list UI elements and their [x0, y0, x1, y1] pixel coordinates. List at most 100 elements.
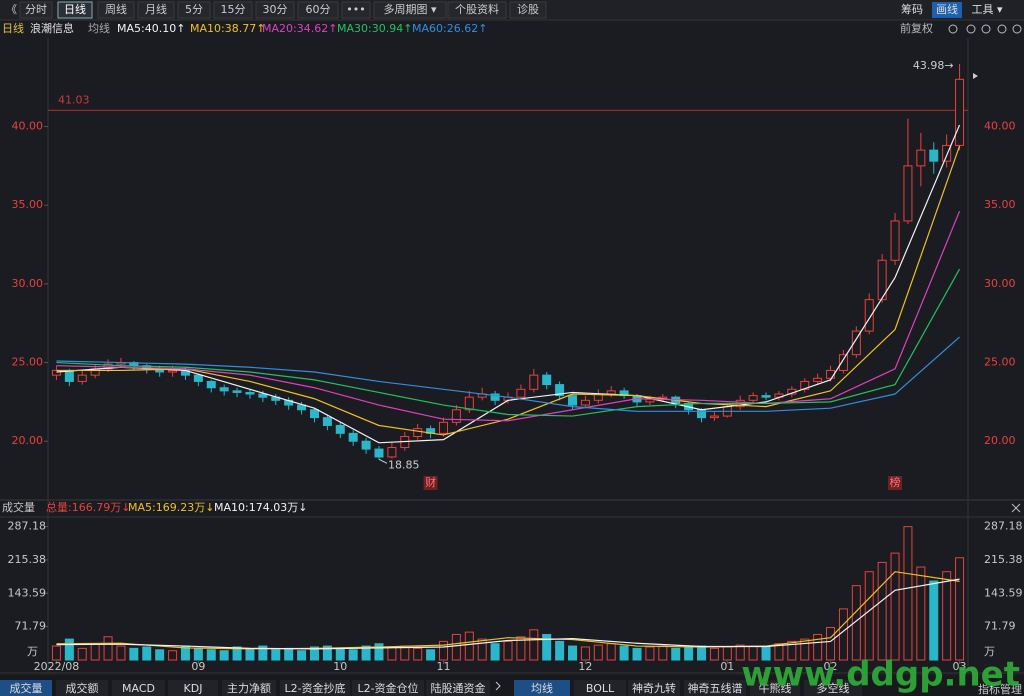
- tab[interactable]: [804, 680, 862, 696]
- toolbar-label[interactable]: 多周期图 ▾: [383, 2, 436, 16]
- tab[interactable]: [222, 680, 276, 696]
- tab-label[interactable]: 陆股通资金: [431, 681, 486, 695]
- volume-bar: [516, 636, 526, 661]
- toolbar-label[interactable]: 月线: [145, 2, 167, 16]
- tab-label[interactable]: 成交量: [10, 681, 43, 695]
- reference-label: 41.03: [58, 93, 90, 106]
- tab[interactable]: [750, 680, 800, 696]
- volume-bar: [580, 646, 590, 661]
- volume-bar: [477, 638, 487, 661]
- y-tick-label: 20.00: [984, 434, 1016, 447]
- x-tick-label: 11: [436, 660, 450, 673]
- tab[interactable]: [426, 680, 490, 696]
- toolbar-label[interactable]: 30分: [263, 3, 288, 16]
- toolbar-button[interactable]: [373, 1, 447, 19]
- volume-bar: [877, 561, 887, 661]
- volume-bar: [671, 647, 681, 661]
- toolbar-button[interactable]: [19, 1, 53, 19]
- volume-bar: [374, 643, 384, 661]
- tab[interactable]: [352, 680, 424, 696]
- tab-label[interactable]: 多空线: [817, 681, 850, 695]
- tab[interactable]: [684, 680, 746, 696]
- candle-body: [193, 374, 203, 382]
- toolbar-label[interactable]: 15分: [221, 3, 246, 16]
- back-button[interactable]: 《: [6, 3, 17, 16]
- x-tick-label: 10: [333, 660, 347, 673]
- tab[interactable]: [280, 680, 350, 696]
- toolbar-button[interactable]: [447, 1, 507, 19]
- volume-bar: [503, 640, 513, 661]
- event-marker-label[interactable]: 榜: [890, 475, 901, 489]
- tab[interactable]: [574, 680, 626, 696]
- toolbar-label[interactable]: 分时: [25, 3, 47, 16]
- toolbar-button[interactable]: [137, 1, 175, 19]
- candle-body: [529, 374, 539, 390]
- toolbar-label[interactable]: 日线: [64, 2, 86, 16]
- candle-body: [464, 396, 474, 411]
- tab-label[interactable]: 神奇九转: [632, 681, 676, 695]
- volume-bar: [787, 640, 797, 661]
- toolbar-label[interactable]: 筹码: [901, 2, 923, 16]
- tab[interactable]: [168, 680, 218, 696]
- toolbar-button[interactable]: [932, 2, 962, 18]
- volume-bar: [838, 608, 848, 661]
- volume-bar: [245, 647, 255, 661]
- legend-entry: MA5:40.10↑: [117, 22, 185, 35]
- tab-label[interactable]: MACD: [122, 682, 155, 695]
- candle-body: [232, 390, 242, 393]
- legend-entry: MA20:34.62↑: [262, 22, 337, 35]
- y-tick-label: 30.00: [12, 277, 44, 290]
- tab-label[interactable]: L2-资金仓位: [357, 681, 418, 695]
- candle-body: [206, 380, 216, 389]
- toolbar-button[interactable]: [57, 1, 93, 19]
- event-marker-label[interactable]: 财: [425, 475, 436, 489]
- toolbar-label[interactable]: •••: [346, 3, 365, 16]
- toolbar-label[interactable]: 工具 ▾: [971, 3, 1002, 16]
- toolbar-label[interactable]: 个股资料: [455, 2, 499, 16]
- tab[interactable]: [112, 680, 165, 696]
- event-marker[interactable]: [423, 476, 438, 490]
- x-tick-label: 12: [578, 660, 592, 673]
- toolbar-button[interactable]: [213, 1, 253, 19]
- volume-bar: [206, 649, 216, 661]
- toolbar-button[interactable]: [255, 1, 295, 19]
- tab-label[interactable]: 牛熊线: [759, 681, 792, 695]
- toolbar-label[interactable]: 画线: [936, 2, 958, 16]
- tab-label[interactable]: 均线: [531, 681, 553, 695]
- toolbar-label[interactable]: 60分: [306, 3, 331, 16]
- watermark: www.ddgp.net: [741, 655, 1020, 695]
- volume-bar: [309, 646, 319, 661]
- candle-body: [916, 149, 926, 167]
- tab-label[interactable]: 主力净额: [227, 681, 271, 695]
- candle-body: [297, 404, 307, 411]
- tab-label[interactable]: BOLL: [586, 682, 615, 695]
- event-marker[interactable]: [888, 476, 903, 490]
- tab-manage[interactable]: 指标管理: [978, 682, 1022, 696]
- toolbar-label[interactable]: 5分: [185, 3, 203, 16]
- tab[interactable]: [514, 680, 570, 696]
- x-tick-label: 09: [191, 660, 205, 673]
- volume-bar: [645, 646, 655, 661]
- candle-body: [955, 78, 965, 146]
- tab-label[interactable]: 神奇五线谱: [688, 681, 743, 695]
- y-tick-label: 71.79: [15, 620, 47, 633]
- toolbar-button[interactable]: [177, 1, 211, 19]
- toolbar-label[interactable]: 诊股: [517, 2, 539, 16]
- toolbar-button[interactable]: [97, 1, 135, 19]
- toolbar-button[interactable]: [509, 1, 547, 19]
- tab-label[interactable]: L2-资金抄底: [284, 681, 345, 695]
- toolbar-button[interactable]: [297, 1, 339, 19]
- tab[interactable]: [628, 680, 680, 696]
- tab[interactable]: [56, 680, 108, 696]
- tab-label[interactable]: 成交额: [66, 681, 99, 695]
- tab-more[interactable]: [495, 681, 501, 691]
- volume-bar: [77, 647, 87, 661]
- y-tick-label: 287.18: [8, 520, 47, 533]
- tab[interactable]: [0, 680, 52, 696]
- toolbar-label[interactable]: 周线: [105, 2, 127, 16]
- tab-label[interactable]: KDJ: [184, 682, 203, 695]
- toolbar-button[interactable]: [341, 1, 371, 19]
- candle-body: [813, 377, 823, 382]
- adjust-button[interactable]: 前复权: [900, 21, 933, 35]
